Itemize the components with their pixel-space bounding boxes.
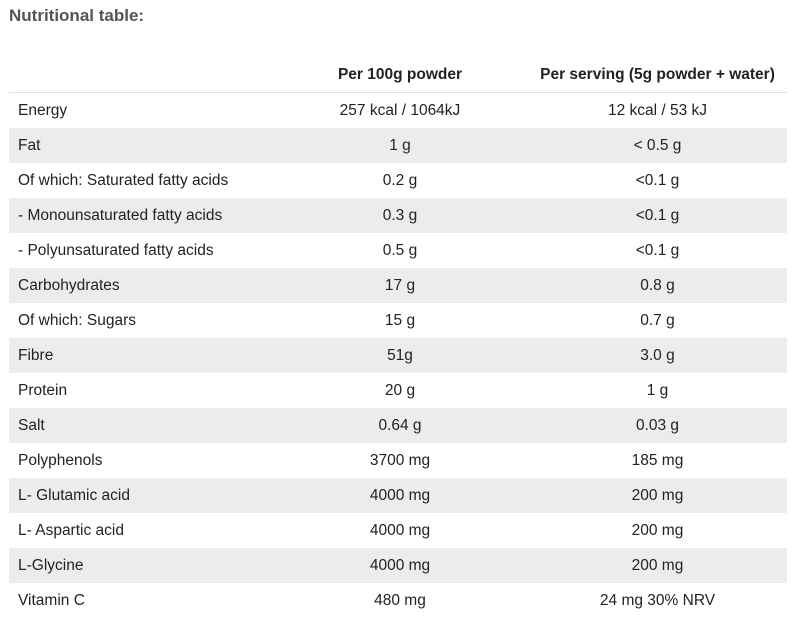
per-serving-value: 3.0 g bbox=[640, 346, 675, 364]
nutrient-name: Salt bbox=[18, 416, 45, 434]
nutrient-name: L-Glycine bbox=[18, 556, 84, 574]
header-per-serving: Per serving (5g powder + water) bbox=[528, 57, 787, 93]
per-100g-value: 51g bbox=[387, 346, 413, 364]
table-row: Of which: Saturated fatty acids 0.2 g <0… bbox=[9, 163, 787, 198]
per-serving-value: <0.1 g bbox=[635, 206, 680, 224]
table-row: L- Aspartic acid 4000 mg 200 mg bbox=[9, 513, 787, 548]
per-100g-value: 3700 mg bbox=[369, 451, 431, 469]
table-row: Fat 1 g < 0.5 g bbox=[9, 128, 787, 163]
table-body: Energy 257 kcal / 1064kJ 12 kcal / 53 kJ… bbox=[9, 93, 787, 619]
per-serving-value: < 0.5 g bbox=[633, 136, 682, 154]
header-row: Per 100g powder Per serving (5g powder +… bbox=[9, 57, 787, 93]
per-serving-value: 0.03 g bbox=[635, 416, 680, 434]
per-100g-value: 17 g bbox=[384, 276, 416, 294]
nutrient-name: Fibre bbox=[18, 346, 54, 364]
table-row: L-Glycine 4000 mg 200 mg bbox=[9, 548, 787, 583]
table-row: Fibre 51g 3.0 g bbox=[9, 338, 787, 373]
per-serving-value: 185 mg bbox=[631, 451, 684, 469]
per-serving-value: 12 kcal / 53 kJ bbox=[607, 101, 708, 119]
per-100g-value: 4000 mg bbox=[369, 486, 431, 504]
per-serving-value: <0.1 g bbox=[635, 171, 680, 189]
per-100g-value: 0.64 g bbox=[378, 416, 422, 434]
nutrient-name: Fat bbox=[18, 136, 41, 154]
nutrient-name: - Polyunsaturated fatty acids bbox=[18, 241, 214, 259]
nutrient-name: Energy bbox=[18, 101, 68, 119]
header-nutrient bbox=[9, 57, 272, 93]
table-row: L- Glutamic acid 4000 mg 200 mg bbox=[9, 478, 787, 513]
nutrient-name: L- Aspartic acid bbox=[18, 521, 124, 539]
table-row: Salt 0.64 g 0.03 g bbox=[9, 408, 787, 443]
per-100g-value: 0.2 g bbox=[382, 171, 418, 189]
table-row: - Polyunsaturated fatty acids 0.5 g <0.1… bbox=[9, 233, 787, 268]
nutrient-name: L- Glutamic acid bbox=[18, 486, 130, 504]
table-row: Energy 257 kcal / 1064kJ 12 kcal / 53 kJ bbox=[9, 93, 787, 129]
per-serving-value: 200 mg bbox=[631, 521, 684, 539]
nutrient-name: Protein bbox=[18, 381, 68, 399]
nutrient-name: Carbohydrates bbox=[18, 276, 120, 294]
table-row: Polyphenols 3700 mg 185 mg bbox=[9, 443, 787, 478]
header-per-100g: Per 100g powder bbox=[272, 57, 528, 93]
table-row: - Monounsaturated fatty acids 0.3 g <0.1… bbox=[9, 198, 787, 233]
per-serving-value: 24 mg 30% NRV bbox=[599, 591, 716, 609]
table-row: Vitamin C 480 mg 24 mg 30% NRV bbox=[9, 583, 787, 618]
nutrient-name: Polyphenols bbox=[18, 451, 103, 469]
nutrient-name: - Monounsaturated fatty acids bbox=[18, 206, 223, 224]
nutrition-table: Per 100g powder Per serving (5g powder +… bbox=[9, 57, 787, 618]
per-100g-value: 4000 mg bbox=[369, 521, 431, 539]
per-100g-value: 480 mg bbox=[374, 591, 426, 609]
table-row: Carbohydrates 17 g 0.8 g bbox=[9, 268, 787, 303]
per-100g-value: 0.3 g bbox=[382, 206, 418, 224]
per-100g-value: 1 g bbox=[389, 136, 411, 154]
per-serving-value: 200 mg bbox=[631, 486, 684, 504]
per-100g-value: 15 g bbox=[384, 311, 416, 329]
per-100g-value: 0.5 g bbox=[382, 241, 418, 259]
per-serving-value: 200 mg bbox=[631, 556, 684, 574]
per-serving-value: 0.7 g bbox=[640, 311, 675, 329]
table-row: Protein 20 g 1 g bbox=[9, 373, 787, 408]
per-serving-value: <0.1 g bbox=[635, 241, 680, 259]
page-title: Nutritional table: bbox=[9, 6, 145, 25]
table-row: Of which: Sugars 15 g 0.7 g bbox=[9, 303, 787, 338]
nutrient-name: Of which: Sugars bbox=[18, 311, 137, 329]
per-serving-value: 1 g bbox=[646, 381, 669, 399]
nutrient-name: Of which: Saturated fatty acids bbox=[18, 171, 229, 189]
per-100g-value: 257 kcal / 1064kJ bbox=[339, 101, 461, 119]
per-100g-value: 4000 mg bbox=[369, 556, 431, 574]
nutrient-name: Vitamin C bbox=[18, 591, 85, 609]
per-serving-value: 0.8 g bbox=[640, 276, 675, 294]
per-100g-value: 20 g bbox=[384, 381, 416, 399]
table-header: Per 100g powder Per serving (5g powder +… bbox=[9, 57, 787, 93]
